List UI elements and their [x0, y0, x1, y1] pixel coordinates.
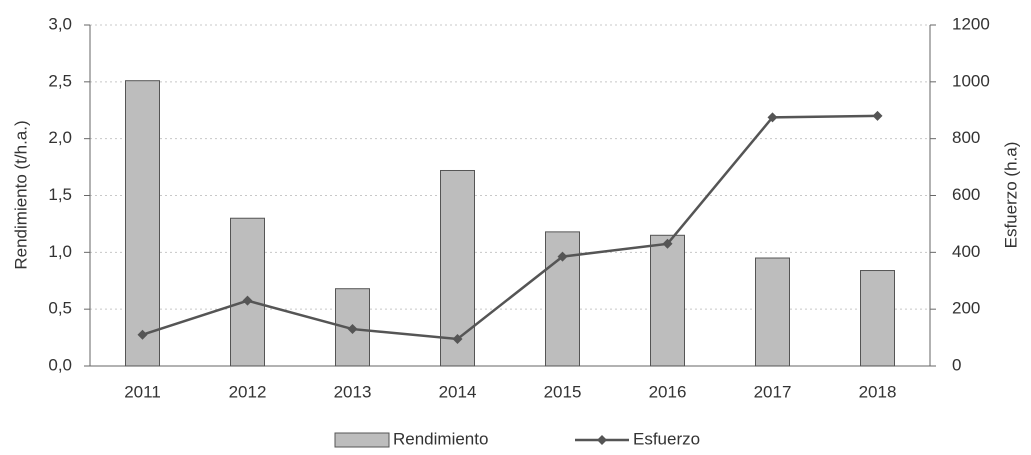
x-tick-label: 2017 [754, 382, 792, 401]
y-tick-label: 0,5 [48, 299, 72, 318]
y-tick-label: 2,0 [48, 128, 72, 147]
bar [125, 80, 160, 367]
y2-axis-label: Esfuerzo (h.a) [1001, 142, 1020, 249]
y2-tick-label: 800 [952, 128, 980, 147]
y2-tick-label: 1000 [952, 71, 990, 90]
marker [347, 324, 358, 335]
bar [650, 234, 685, 367]
x-tick-label: 2014 [439, 382, 477, 401]
y-tick-label: 1,5 [48, 185, 72, 204]
y2-tick-label: 600 [952, 185, 980, 204]
y2-tick-label: 1200 [952, 14, 990, 33]
line [142, 114, 878, 341]
marker [137, 329, 148, 340]
y-tick-label: 1,0 [48, 242, 72, 261]
marker [242, 295, 253, 306]
y-tick-label: 3,0 [48, 14, 72, 33]
marker [662, 238, 673, 249]
x-tick-label: 2016 [649, 382, 687, 401]
bar [230, 217, 265, 367]
legend-marker [597, 435, 607, 445]
y-tick-label: 0,0 [48, 355, 72, 374]
x-tick-label: 2011 [124, 382, 161, 401]
marker [767, 112, 778, 123]
marker [452, 334, 463, 345]
bar [860, 270, 895, 367]
bar [755, 257, 790, 367]
y2-tick-label: 200 [952, 299, 980, 318]
legend-swatch [334, 432, 390, 448]
x-tick-label: 2013 [334, 382, 372, 401]
y-axis-label: Rendimiento (t/h.a.) [11, 120, 30, 269]
y-tick-label: 2,5 [48, 71, 72, 90]
y2-tick-label: 0 [952, 355, 961, 374]
x-tick-label: 2015 [544, 382, 582, 401]
bar [440, 169, 475, 367]
y2-tick-label: 400 [952, 242, 980, 261]
marker [872, 110, 883, 121]
x-tick-label: 2012 [229, 382, 267, 401]
x-tick-label: 2018 [859, 382, 897, 401]
marker [557, 251, 568, 262]
legend-label: Esfuerzo [633, 429, 700, 448]
legend-label: Rendimiento [393, 429, 488, 448]
